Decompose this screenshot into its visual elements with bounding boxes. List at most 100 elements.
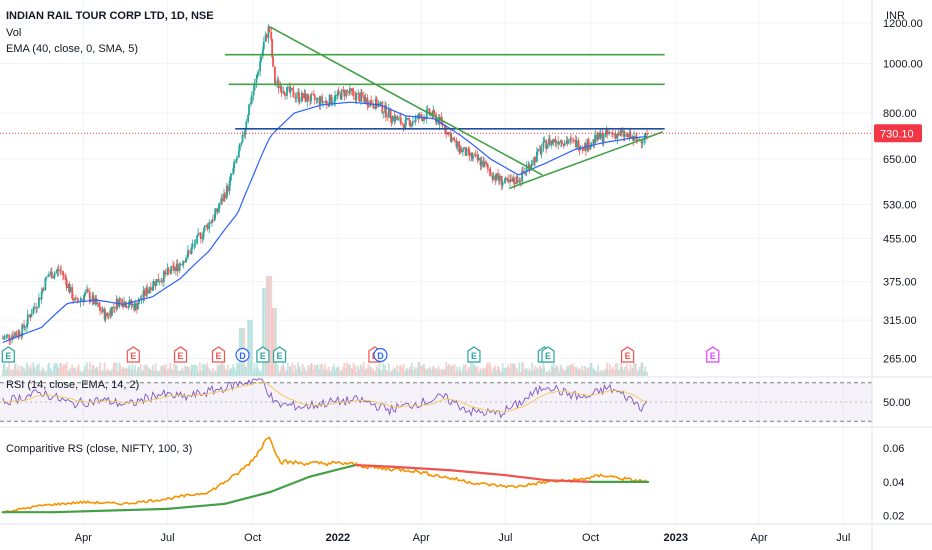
candle-body	[67, 284, 70, 289]
event-marker-earnings-neg[interactable]: E	[211, 346, 226, 363]
event-marker-earnings-neg[interactable]: E	[173, 346, 188, 363]
candle-body	[629, 132, 632, 139]
volume-bar	[324, 363, 326, 376]
candle-body	[385, 105, 387, 117]
volume-bar	[333, 364, 336, 376]
candle-body	[507, 179, 510, 183]
volume-bar	[638, 366, 641, 376]
candle-body	[538, 148, 541, 150]
candle-body	[572, 138, 574, 140]
downtrend-trendline	[268, 25, 543, 176]
volume-bar	[20, 365, 23, 376]
volume-bar	[250, 320, 253, 376]
event-markers[interactable]: EEEEDEEEDEEEEE	[1, 346, 720, 363]
candle-body	[560, 140, 562, 143]
drawings[interactable]	[0, 25, 872, 190]
ema-label[interactable]: EMA (40, close, 0, SMA, 5)	[6, 43, 138, 55]
event-marker-earnings[interactable]: E	[256, 346, 270, 363]
volume-bar	[233, 367, 236, 376]
candle-body	[225, 185, 228, 199]
event-marker-earnings-neg[interactable]: E	[126, 346, 140, 363]
candle-body	[513, 182, 516, 184]
volume-bar	[119, 364, 122, 376]
volume-bar	[214, 371, 217, 376]
volume-bar	[396, 365, 399, 376]
volume-bar	[473, 364, 476, 376]
volume-bar	[261, 288, 264, 376]
volume-bar	[373, 371, 375, 376]
candle-body	[163, 271, 166, 274]
symbol-title[interactable]: INDIAN RAIL TOUR CORP LTD, 1D, NSE	[6, 10, 214, 22]
event-marker-dividend[interactable]: D	[235, 347, 250, 363]
candle-body	[119, 298, 122, 300]
event-marker-earnings[interactable]: E	[272, 346, 287, 363]
volume-bar	[80, 371, 83, 376]
candle-body	[276, 80, 279, 84]
volume-bar	[133, 369, 136, 376]
volume-bar	[280, 365, 283, 376]
volume-label[interactable]: Vol	[6, 27, 21, 39]
volume-bar	[397, 371, 399, 376]
volume-bar	[319, 364, 322, 376]
volume-bar	[170, 368, 173, 376]
rsi-label[interactable]: RSI (14, close, EMA, 14, 2)	[6, 379, 139, 391]
volume-bar	[336, 366, 339, 376]
candle-body	[307, 94, 310, 101]
candle-body	[546, 144, 548, 149]
volume-bar	[17, 365, 20, 376]
volume-bar	[554, 367, 557, 376]
volume-bar	[507, 364, 510, 376]
candle-body	[151, 286, 154, 291]
candle-body	[175, 263, 178, 268]
volume-bar	[503, 368, 506, 376]
candle-body	[33, 307, 36, 309]
volume-bar	[13, 364, 16, 376]
candle-body	[497, 173, 499, 179]
candle-body	[57, 269, 60, 272]
crs-label[interactable]: Comparitive RS (close, NIFTY, 100, 3)	[6, 443, 192, 455]
candle-body	[71, 287, 74, 299]
candle-body	[574, 140, 577, 148]
volume-bar	[398, 365, 401, 376]
event-marker-dividend[interactable]: D	[373, 347, 388, 363]
candle-body	[75, 297, 77, 299]
volume-bar	[483, 368, 486, 376]
time-axis[interactable]: Apr Jul Oct 2022 Apr Jul Oct 2023 Apr Jul	[75, 532, 851, 544]
candle-body	[477, 157, 480, 160]
crs-ma-segment	[504, 474, 549, 482]
rsi-tick-label: 50.00	[883, 397, 911, 409]
price-axis[interactable]: 1200.00 1000.00 800.00 650.00 530.00 455.00 37…	[883, 18, 923, 523]
candle-body	[139, 298, 142, 300]
candle-body	[5, 335, 8, 337]
candle-body	[460, 147, 462, 153]
crs-ma-segment	[166, 502, 227, 510]
volume-bar	[348, 364, 350, 376]
candle-body	[18, 331, 21, 336]
candle-body	[361, 92, 363, 97]
event-marker-earnings[interactable]: E	[467, 346, 481, 363]
candle-body	[470, 153, 473, 157]
volume-bar	[312, 369, 315, 376]
event-marker-future[interactable]: E	[706, 346, 720, 363]
volume-bar	[64, 364, 67, 376]
candle-body	[551, 140, 554, 143]
event-marker-earnings-neg[interactable]: E	[621, 346, 635, 363]
candle-body	[321, 96, 324, 103]
price-tick-label: 315.00	[883, 315, 917, 327]
candle-body	[298, 92, 300, 101]
candle-body	[203, 226, 206, 231]
volume-bar	[123, 368, 125, 376]
time-tick-label: Apr	[75, 532, 92, 544]
event-marker-earnings[interactable]: E	[1, 346, 15, 363]
volume-bar	[304, 371, 307, 376]
event-marker-earnings[interactable]: E	[541, 346, 555, 363]
volume-bar	[50, 368, 52, 376]
earnings-icon	[126, 346, 140, 363]
volume-bar	[515, 367, 518, 376]
crs-tick-label: 0.04	[883, 477, 904, 489]
currency-label: INR	[886, 10, 905, 22]
volume-bar	[40, 370, 43, 376]
candle-body	[498, 175, 501, 181]
volume-bar	[375, 365, 378, 376]
